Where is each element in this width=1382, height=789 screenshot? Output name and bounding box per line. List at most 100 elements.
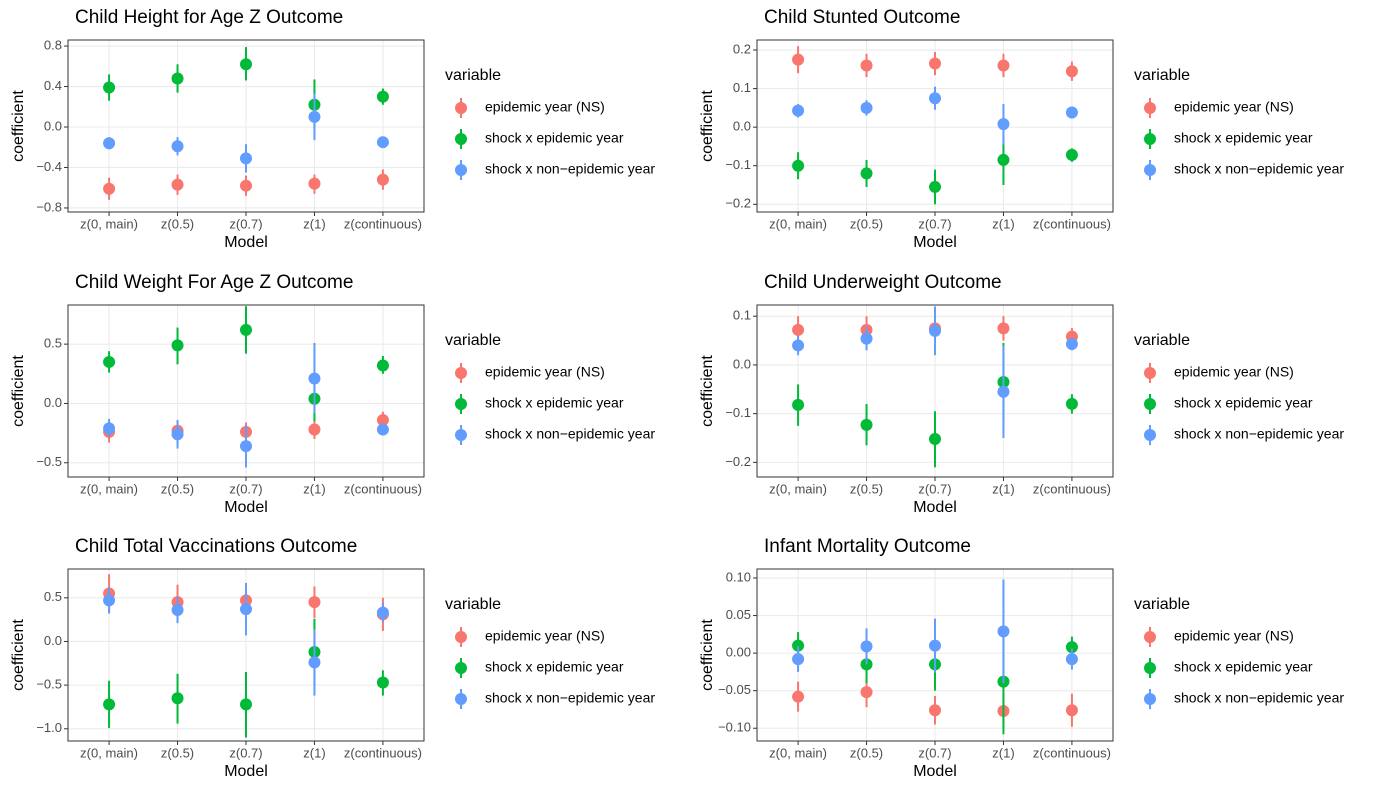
point <box>792 339 805 352</box>
x-tick-label: z(continuous) <box>344 745 422 760</box>
x-tick-label: z(0.5) <box>850 216 883 231</box>
point <box>103 422 116 435</box>
panel-title: Child Weight For Age Z Outcome <box>75 272 353 293</box>
y-tick-label: 0.00 <box>726 645 751 660</box>
point <box>308 423 321 436</box>
y-tick-label: 0.0 <box>733 119 751 134</box>
point <box>860 167 873 180</box>
y-tick-label: −0.1 <box>725 157 751 172</box>
x-tick-label: z(0.7) <box>918 216 951 231</box>
point <box>1065 65 1078 78</box>
point <box>997 385 1010 398</box>
point <box>997 625 1010 638</box>
x-tick-label: z(continuous) <box>344 216 422 231</box>
point <box>240 440 252 453</box>
point <box>1065 704 1078 717</box>
point <box>1065 148 1078 161</box>
x-axis-label: Model <box>913 499 957 516</box>
legend-key <box>455 398 467 410</box>
point <box>103 594 116 607</box>
x-tick-label: z(1) <box>303 745 325 760</box>
y-tick-label: −1.0 <box>36 720 62 735</box>
x-tick-label: z(0, main) <box>80 745 138 760</box>
legend-title: variable <box>445 596 501 613</box>
legend-label: shock x non−epidemic year <box>485 426 655 442</box>
x-tick-label: z(1) <box>992 481 1014 496</box>
point <box>308 372 321 385</box>
y-tick-label: −0.1 <box>725 405 751 420</box>
point <box>860 640 873 653</box>
y-axis-label: coefficient <box>10 355 27 427</box>
y-tick-label: 0.8 <box>44 38 62 53</box>
panel-title: Child Height for Age Z Outcome <box>75 7 343 28</box>
y-tick-label: 0.0 <box>44 633 62 648</box>
point <box>240 698 252 711</box>
point <box>1065 106 1078 119</box>
x-tick-label: z(0.5) <box>161 216 194 231</box>
legend-label: epidemic year (NS) <box>1174 628 1294 644</box>
panel-border <box>756 304 1114 478</box>
y-tick-label: −0.2 <box>725 454 751 469</box>
x-tick-label: z(1) <box>992 216 1014 231</box>
y-axis-label: coefficient <box>699 619 716 691</box>
point <box>792 653 805 666</box>
y-tick-label: 0.1 <box>733 308 751 323</box>
y-axis-label: coefficient <box>699 355 716 427</box>
point <box>308 177 321 190</box>
point <box>171 140 184 153</box>
legend-key <box>1144 693 1156 705</box>
point <box>308 110 321 123</box>
point <box>171 72 184 85</box>
legend-key <box>1144 631 1156 643</box>
legend-key <box>455 631 467 643</box>
y-tick-label: −0.2 <box>725 196 751 211</box>
point <box>103 137 116 150</box>
legend-label: epidemic year (NS) <box>485 628 605 644</box>
panel-title: Child Stunted Outcome <box>764 7 960 28</box>
point <box>929 324 941 337</box>
y-tick-label: −0.8 <box>36 199 62 214</box>
x-tick-label: z(1) <box>303 481 325 496</box>
point <box>1065 397 1078 410</box>
legend-key <box>1144 133 1156 145</box>
legend-title: variable <box>1134 596 1190 613</box>
point <box>929 92 941 105</box>
point <box>103 355 116 368</box>
legend-label: shock x epidemic year <box>485 130 624 146</box>
point <box>171 692 184 705</box>
x-axis-label: Model <box>224 234 268 251</box>
legend-key <box>455 367 467 379</box>
point <box>171 604 184 617</box>
y-tick-label: 0.0 <box>44 395 62 410</box>
x-axis-label: Model <box>913 234 957 251</box>
point <box>997 59 1010 72</box>
point <box>376 414 389 427</box>
legend-key <box>455 662 467 674</box>
point <box>376 173 389 186</box>
point <box>308 596 321 609</box>
x-tick-label: z(0, main) <box>769 216 827 231</box>
point <box>376 676 389 689</box>
x-tick-label: z(0, main) <box>80 216 138 231</box>
x-tick-label: z(0.7) <box>229 216 262 231</box>
point <box>171 428 184 441</box>
legend-label: shock x non−epidemic year <box>1174 426 1344 442</box>
panel-title: Infant Mortality Outcome <box>764 536 971 557</box>
point <box>1065 337 1078 350</box>
x-tick-label: z(0.7) <box>229 745 262 760</box>
x-tick-label: z(0.7) <box>229 481 262 496</box>
point <box>171 339 184 352</box>
point <box>929 57 941 70</box>
point <box>792 159 805 172</box>
point <box>171 178 184 191</box>
legend-key <box>455 693 467 705</box>
x-axis-label: Model <box>224 763 268 780</box>
legend-title: variable <box>445 332 501 349</box>
point <box>860 418 873 431</box>
y-tick-label: −0.10 <box>718 720 751 735</box>
x-tick-label: z(continuous) <box>1033 216 1111 231</box>
legend-label: shock x epidemic year <box>1174 659 1313 675</box>
y-tick-label: 0.4 <box>44 78 62 93</box>
legend-key <box>455 429 467 441</box>
